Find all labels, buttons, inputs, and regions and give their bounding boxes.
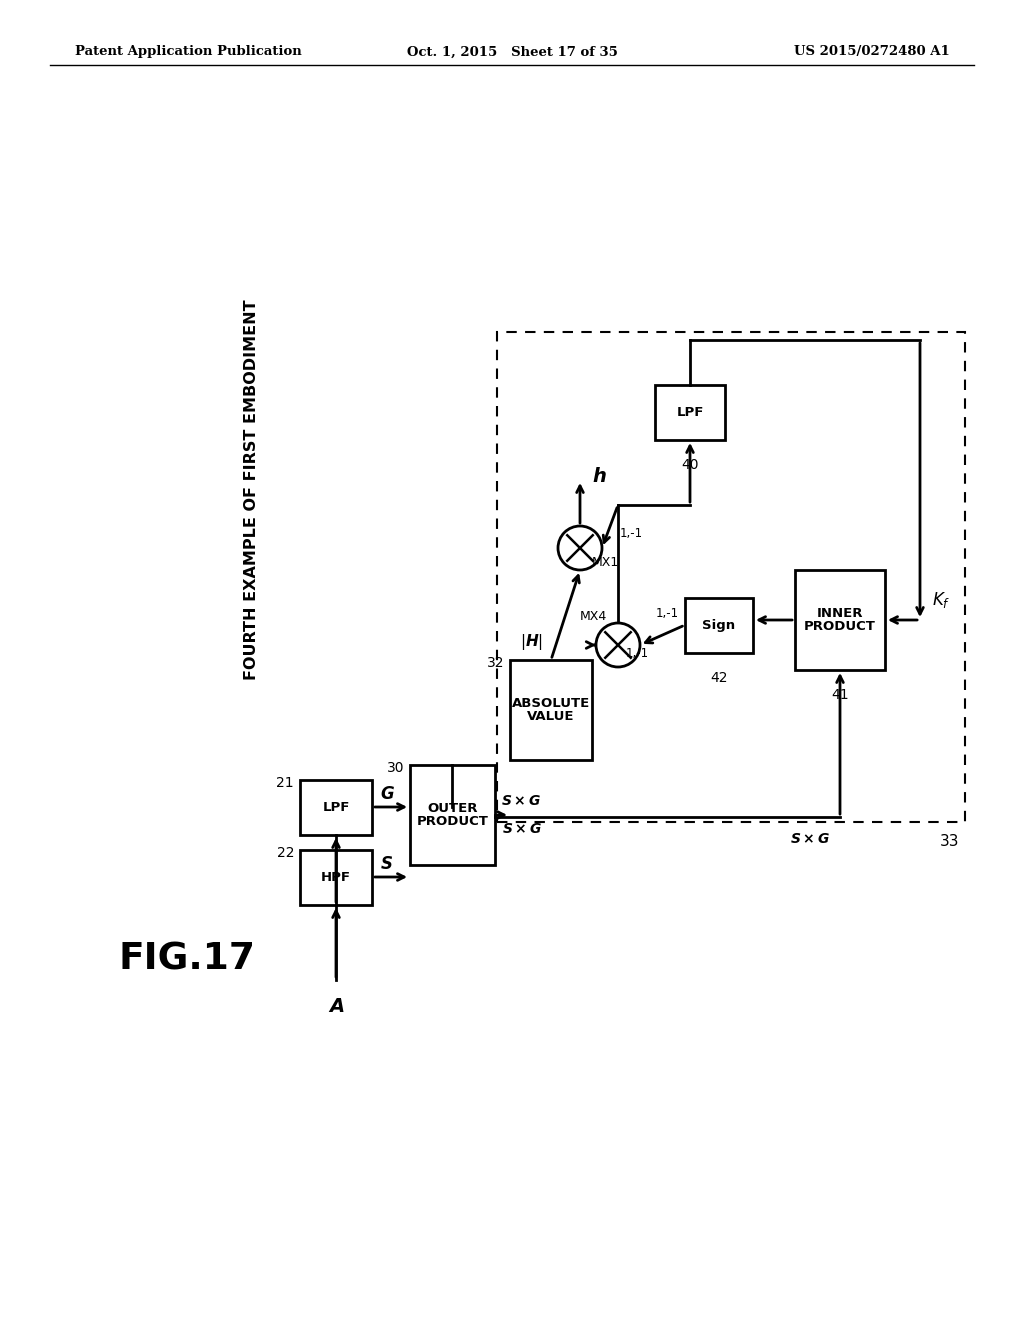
Text: US 2015/0272480 A1: US 2015/0272480 A1 [795, 45, 950, 58]
Bar [410, 766, 495, 865]
Text: INNER: INNER [817, 607, 863, 620]
Bar [300, 780, 372, 836]
Circle shape [596, 623, 640, 667]
Bar [497, 333, 965, 822]
Text: FOURTH EXAMPLE OF FIRST EMBODIMENT: FOURTH EXAMPLE OF FIRST EMBODIMENT [245, 300, 259, 680]
Text: HPF: HPF [321, 871, 351, 884]
Text: 42: 42 [711, 671, 728, 685]
Bar [655, 385, 725, 440]
Text: 41: 41 [831, 688, 849, 702]
Text: ABSOLUTE: ABSOLUTE [512, 697, 590, 710]
Circle shape [558, 525, 602, 570]
Text: 33: 33 [940, 834, 959, 850]
Text: 21: 21 [276, 776, 294, 789]
Text: LPF: LPF [676, 407, 703, 418]
Bar [510, 660, 592, 760]
Text: Oct. 1, 2015   Sheet 17 of 35: Oct. 1, 2015 Sheet 17 of 35 [407, 45, 617, 58]
Text: $\boldsymbol{h}$: $\boldsymbol{h}$ [592, 466, 607, 486]
Text: LPF: LPF [323, 801, 349, 814]
Bar [300, 850, 372, 906]
Text: PRODUCT: PRODUCT [417, 814, 488, 828]
Text: OUTER: OUTER [427, 803, 478, 814]
Text: 30: 30 [386, 762, 404, 775]
Text: $\boldsymbol{G}$: $\boldsymbol{G}$ [380, 785, 395, 803]
Text: 1,-1: 1,-1 [655, 606, 679, 619]
Text: 32: 32 [486, 656, 504, 671]
Text: $\boldsymbol{S \times G}$: $\boldsymbol{S \times G}$ [502, 822, 542, 836]
Text: PRODUCT: PRODUCT [804, 620, 876, 632]
Text: 1,-1: 1,-1 [626, 647, 649, 660]
Bar [685, 598, 753, 653]
Bar [795, 570, 885, 671]
Text: VALUE: VALUE [527, 710, 574, 723]
Text: MX4: MX4 [580, 610, 606, 623]
Text: $|\boldsymbol{H}|$: $|\boldsymbol{H}|$ [520, 632, 543, 652]
Text: 1,-1: 1,-1 [620, 527, 643, 540]
Text: $\boldsymbol{K_f}$: $\boldsymbol{K_f}$ [932, 590, 950, 610]
Text: Sign: Sign [702, 619, 735, 632]
Text: $\boldsymbol{S}$: $\boldsymbol{S}$ [380, 855, 393, 873]
Text: Patent Application Publication: Patent Application Publication [75, 45, 302, 58]
Text: 22: 22 [276, 846, 294, 861]
Text: FIG.17: FIG.17 [118, 942, 255, 978]
Text: 40: 40 [681, 458, 698, 473]
Text: MX1: MX1 [592, 557, 618, 569]
Text: $\boldsymbol{A}$: $\boldsymbol{A}$ [328, 997, 344, 1016]
Text: $\boldsymbol{S \times G}$: $\boldsymbol{S \times G}$ [501, 795, 541, 808]
Text: $\boldsymbol{S \times G}$: $\boldsymbol{S \times G}$ [791, 832, 830, 846]
